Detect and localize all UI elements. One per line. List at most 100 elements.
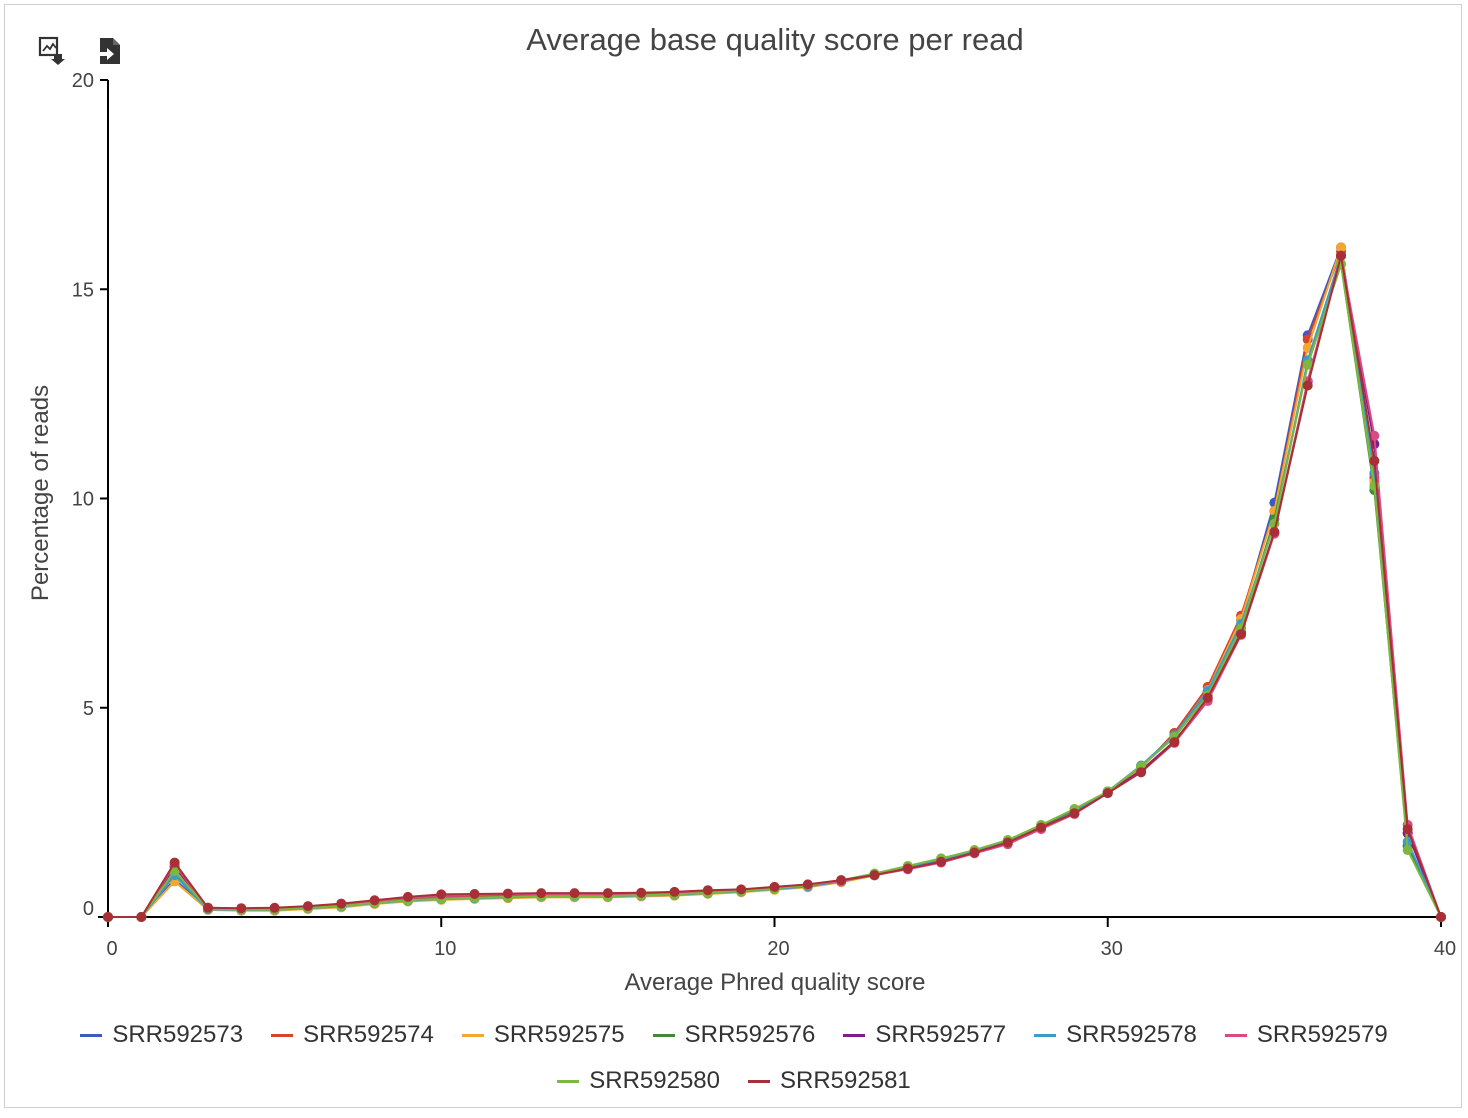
series-SRR592575 [103, 242, 1446, 922]
y-tick-label: 15 [72, 279, 94, 301]
y-axis-label: Percentage of reads [27, 385, 54, 601]
data-point[interactable] [1102, 788, 1113, 799]
y-tick-label: 0 [83, 898, 94, 920]
series-SRR592580 [103, 259, 1446, 922]
chart-toolbar [38, 36, 124, 66]
legend-swatch [748, 1079, 770, 1083]
legend-item-SRR592573[interactable]: SRR592573 [80, 1021, 244, 1048]
series-line [108, 255, 1442, 918]
legend-label: SRR592574 [303, 1021, 434, 1048]
legend-label: SRR592578 [1066, 1021, 1197, 1048]
legend-item-SRR592579[interactable]: SRR592579 [1224, 1021, 1388, 1048]
data-point[interactable] [1369, 455, 1380, 466]
legend-swatch [843, 1033, 866, 1037]
data-point[interactable] [1402, 824, 1413, 835]
legend-label: SRR592581 [780, 1067, 911, 1094]
data-point[interactable] [869, 870, 880, 881]
line-chart: Average base quality score per read Aver… [27, 22, 1456, 996]
legend-swatch [80, 1033, 103, 1037]
data-point[interactable] [602, 888, 613, 899]
data-point[interactable] [569, 888, 580, 899]
data-point[interactable] [1236, 629, 1247, 640]
series-SRR592576 [103, 259, 1446, 922]
data-point[interactable] [436, 889, 447, 900]
legend-swatch [557, 1079, 580, 1083]
data-point[interactable] [702, 885, 713, 896]
data-point[interactable] [469, 888, 480, 899]
data-point[interactable] [236, 903, 247, 914]
data-point[interactable] [669, 886, 680, 897]
data-point[interactable] [336, 898, 347, 909]
legend-item-SRR592581[interactable]: SRR592581 [748, 1067, 911, 1094]
data-point[interactable] [1302, 380, 1313, 391]
data-point[interactable] [836, 875, 847, 886]
legend-swatch [271, 1033, 294, 1037]
x-tick-label: 20 [767, 938, 789, 960]
data-point[interactable] [202, 902, 213, 913]
series-SRR592578 [103, 250, 1446, 922]
data-point[interactable] [1036, 822, 1047, 833]
x-tick-label: 0 [106, 938, 117, 960]
data-point[interactable] [536, 888, 547, 899]
series-line [108, 263, 1442, 918]
series-line [108, 247, 1442, 918]
y-tick-label: 5 [83, 698, 94, 720]
legend-item-SRR592574[interactable]: SRR592574 [271, 1021, 434, 1048]
data-point[interactable] [269, 902, 280, 913]
data-point[interactable] [1436, 912, 1446, 922]
axes: 0 5 10 15 20 0 10 20 30 40 [72, 70, 1456, 960]
data-point[interactable] [1169, 737, 1180, 748]
data-point[interactable] [302, 901, 313, 912]
data-point[interactable] [136, 912, 147, 922]
legend-label: SRR592575 [493, 1021, 625, 1048]
data-point[interactable] [103, 912, 113, 922]
legend-label: SRR592576 [684, 1021, 816, 1048]
data-point[interactable] [1369, 430, 1380, 441]
legend-item-SRR592580[interactable]: SRR592580 [557, 1067, 720, 1094]
data-point[interactable] [369, 895, 380, 906]
legend-item-SRR592577[interactable]: SRR592577 [843, 1021, 1006, 1048]
legend-swatch [1224, 1033, 1247, 1037]
data-point[interactable] [1202, 692, 1213, 703]
series-line [108, 247, 1442, 918]
x-tick-label: 30 [1101, 938, 1123, 960]
data-point[interactable] [802, 879, 813, 890]
series-SRR592581 [103, 250, 1446, 922]
data-point[interactable] [1136, 767, 1147, 778]
legend-item-SRR592575[interactable]: SRR592575 [461, 1021, 625, 1048]
legend-item-SRR592578[interactable]: SRR592578 [1034, 1021, 1197, 1048]
legend-item-SRR592576[interactable]: SRR592576 [652, 1021, 816, 1048]
data-point[interactable] [902, 863, 913, 874]
legend-label: SRR592580 [589, 1067, 720, 1094]
data-point[interactable] [1336, 250, 1347, 261]
legend-swatch [1034, 1033, 1057, 1037]
export-data-icon[interactable] [96, 36, 124, 66]
data-point[interactable] [936, 856, 947, 867]
data-point[interactable] [769, 881, 780, 892]
download-image-icon[interactable] [38, 36, 66, 66]
data-point[interactable] [969, 847, 980, 858]
data-point[interactable] [636, 887, 647, 898]
data-point[interactable] [1336, 242, 1347, 253]
data-point[interactable] [1002, 837, 1013, 848]
data-point[interactable] [1069, 808, 1080, 819]
data-point[interactable] [736, 884, 747, 895]
series-line [108, 243, 1442, 918]
series-line [108, 255, 1442, 918]
legend-label: SRR592573 [112, 1021, 244, 1048]
series-SRR592573 [103, 242, 1446, 922]
data-point[interactable] [1269, 526, 1280, 537]
data-point[interactable] [402, 891, 413, 902]
x-tick-label: 10 [434, 938, 456, 960]
chart-legend: SRR592573 SRR592574 SRR592575 SRR592576 SRR5… [0, 1021, 1468, 1094]
data-point[interactable] [169, 857, 180, 868]
x-axis-label: Average Phred quality score [624, 969, 925, 996]
chart-panel [4, 4, 1462, 1108]
x-tick-label: 40 [1434, 938, 1456, 960]
y-tick-label: 20 [72, 70, 94, 92]
y-tick-label: 10 [72, 489, 94, 511]
data-point[interactable] [1302, 359, 1313, 370]
series-layer [103, 242, 1446, 922]
data-point[interactable] [502, 888, 513, 899]
data-point[interactable] [1402, 845, 1413, 856]
